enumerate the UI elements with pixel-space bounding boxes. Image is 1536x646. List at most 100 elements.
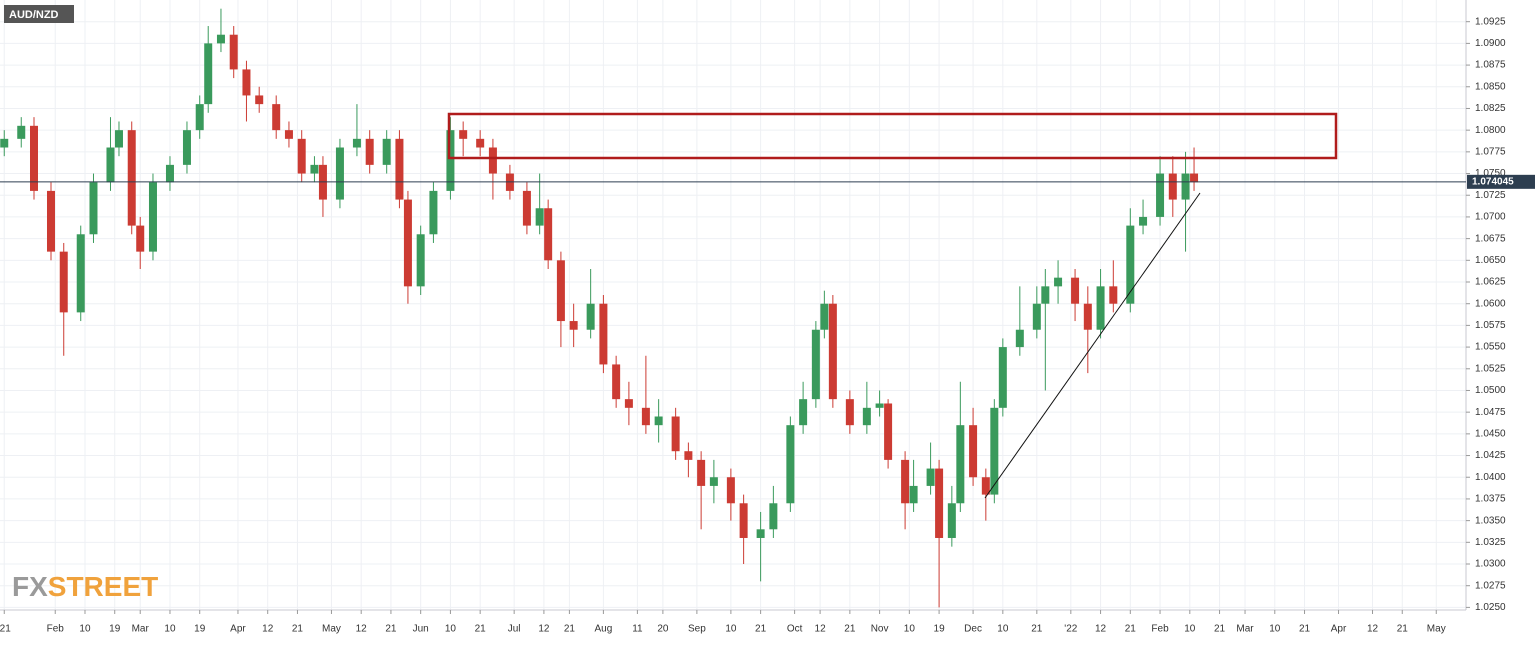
candle-body xyxy=(0,138,9,148)
candle-body xyxy=(786,425,795,504)
candle-body xyxy=(599,303,608,365)
x-tick-label: '21 xyxy=(0,624,11,635)
candle-body xyxy=(195,104,204,131)
candle-body xyxy=(488,147,497,174)
symbol-badge xyxy=(4,5,74,23)
x-tick-label: 10 xyxy=(79,624,91,635)
candle-body xyxy=(820,303,829,330)
y-tick-label: 1.0475 xyxy=(1475,407,1506,418)
y-tick-label: 1.0550 xyxy=(1475,342,1506,353)
candle-body xyxy=(624,399,633,408)
candle-body xyxy=(476,138,485,148)
x-tick-label: Mar xyxy=(132,624,150,635)
y-tick-label: 1.0700 xyxy=(1475,212,1506,223)
y-tick-label: 1.0925 xyxy=(1475,16,1506,27)
watermark: FXSTREET xyxy=(12,571,158,602)
x-tick-label: 21 xyxy=(385,624,397,635)
last-price-label: 1.074045 xyxy=(1472,176,1514,187)
x-tick-label: 10 xyxy=(445,624,457,635)
candle-body xyxy=(535,208,544,226)
y-tick-label: 1.0825 xyxy=(1475,103,1506,114)
candle-body xyxy=(1156,173,1165,217)
x-tick-label: Oct xyxy=(787,624,803,635)
x-tick-label: 21 xyxy=(1031,624,1043,635)
candle-body xyxy=(114,130,123,148)
x-tick-label: Aug xyxy=(594,624,612,635)
x-tick-label: 19 xyxy=(109,624,121,635)
y-tick-label: 1.0500 xyxy=(1475,385,1506,396)
x-tick-label: 10 xyxy=(1269,624,1281,635)
candle-body xyxy=(671,416,680,452)
candle-body xyxy=(739,503,748,538)
candle-body xyxy=(182,130,191,165)
x-tick-label: Dec xyxy=(964,624,982,635)
y-tick-label: 1.0375 xyxy=(1475,494,1506,505)
candle-body xyxy=(1032,303,1041,330)
x-tick-label: 12 xyxy=(262,624,274,635)
candle-body xyxy=(811,329,820,400)
x-tick-label: Mar xyxy=(1236,624,1254,635)
candle-body xyxy=(1126,225,1135,304)
candle-body xyxy=(799,399,808,426)
x-tick-label: Apr xyxy=(1331,624,1347,635)
y-tick-label: 1.0725 xyxy=(1475,190,1506,201)
candle-body xyxy=(1054,277,1063,287)
y-tick-label: 1.0575 xyxy=(1475,320,1506,331)
x-tick-label: 21 xyxy=(1125,624,1137,635)
candle-body xyxy=(884,403,893,460)
x-tick-label: 12 xyxy=(1095,624,1107,635)
y-tick-label: 1.0675 xyxy=(1475,233,1506,244)
watermark-street: STREET xyxy=(48,571,158,602)
y-tick-label: 1.0850 xyxy=(1475,81,1506,92)
y-tick-label: 1.0750 xyxy=(1475,168,1506,179)
candle-body xyxy=(335,147,344,200)
watermark-fx: FX xyxy=(12,571,48,602)
candle-body xyxy=(1041,286,1050,304)
candle-body xyxy=(127,130,136,226)
candle-body xyxy=(136,225,145,252)
candle-body xyxy=(909,485,918,504)
candle-body xyxy=(255,95,264,105)
candle-body xyxy=(1096,286,1105,330)
candle-body xyxy=(46,190,55,252)
candle-body xyxy=(556,260,565,322)
candle-body xyxy=(947,503,956,538)
candle-body xyxy=(769,503,778,530)
candle-body xyxy=(1083,303,1092,330)
x-tick-label: 10 xyxy=(164,624,176,635)
candle-body xyxy=(1168,173,1177,200)
candle-body xyxy=(1139,216,1148,226)
x-tick-label: 10 xyxy=(725,624,737,635)
candle-body xyxy=(365,138,374,165)
candle-body xyxy=(429,190,438,235)
candle-body xyxy=(956,425,965,504)
candle-body xyxy=(709,477,718,486)
candle-body xyxy=(544,208,553,261)
candle-body xyxy=(297,138,306,174)
x-tick-label: Jun xyxy=(413,624,429,635)
y-tick-label: 1.0525 xyxy=(1475,363,1506,374)
candle-body xyxy=(1190,173,1199,183)
x-tick-label: 21 xyxy=(564,624,576,635)
x-tick-label: 21 xyxy=(1214,624,1226,635)
candle-body xyxy=(242,69,251,96)
candle-body xyxy=(310,164,319,174)
x-tick-label: 21 xyxy=(755,624,767,635)
candle-body xyxy=(17,125,26,139)
candle-body xyxy=(216,34,225,44)
x-tick-label: 10 xyxy=(997,624,1009,635)
y-tick-label: 1.0625 xyxy=(1475,277,1506,288)
candle-body xyxy=(89,182,98,235)
x-tick-label: 10 xyxy=(1184,624,1196,635)
y-tick-label: 1.0450 xyxy=(1475,428,1506,439)
candle-body xyxy=(416,234,425,287)
candle-body xyxy=(990,407,999,495)
candles xyxy=(0,8,1199,608)
y-tick-label: 1.0425 xyxy=(1475,450,1506,461)
candle-body xyxy=(1109,286,1118,304)
x-tick-label: 19 xyxy=(934,624,946,635)
x-tick-label: 21 xyxy=(1397,624,1409,635)
candle-body xyxy=(229,34,238,70)
candle-body xyxy=(1015,329,1024,348)
